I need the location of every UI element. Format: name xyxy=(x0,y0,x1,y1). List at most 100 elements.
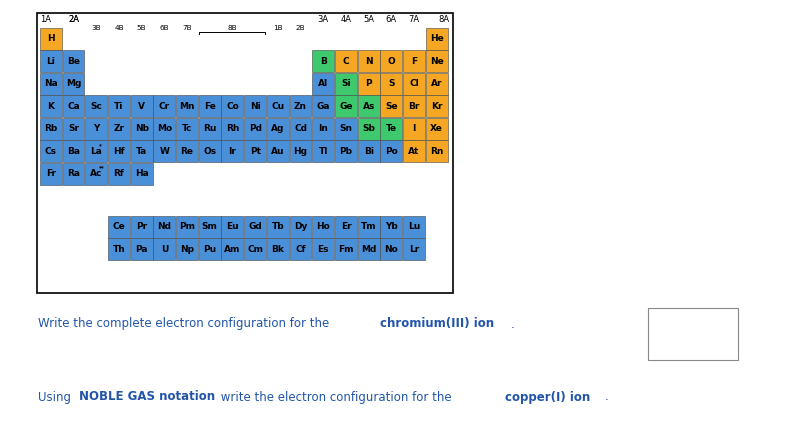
Text: Ru: Ru xyxy=(203,124,216,133)
Text: Cf: Cf xyxy=(295,245,305,254)
Text: copper(I) ion: copper(I) ion xyxy=(504,391,589,403)
Text: Re: Re xyxy=(181,147,194,156)
Bar xyxy=(176,238,198,260)
Text: Pm: Pm xyxy=(179,222,195,231)
Bar xyxy=(426,95,447,117)
Text: Zr: Zr xyxy=(113,124,124,133)
Text: 4B: 4B xyxy=(114,25,124,31)
Text: Fm: Fm xyxy=(338,245,353,254)
Text: Cs: Cs xyxy=(45,147,57,156)
Text: Cd: Cd xyxy=(294,124,307,133)
Text: Pr: Pr xyxy=(136,222,147,231)
Bar xyxy=(357,118,379,140)
Bar xyxy=(63,118,84,140)
Bar xyxy=(312,118,334,140)
Text: Gd: Gd xyxy=(248,222,262,231)
Text: 2B: 2B xyxy=(296,25,305,31)
Text: 5B: 5B xyxy=(137,25,146,31)
Bar xyxy=(402,238,425,260)
Text: Te: Te xyxy=(385,124,397,133)
Bar xyxy=(380,51,402,72)
Text: Ni: Ni xyxy=(250,102,260,111)
Text: Pb: Pb xyxy=(339,147,352,156)
Text: **: ** xyxy=(99,165,105,171)
Bar xyxy=(312,216,334,238)
Text: Br: Br xyxy=(408,102,419,111)
Text: 3B: 3B xyxy=(92,25,101,31)
Text: Ta: Ta xyxy=(136,147,147,156)
Text: Sr: Sr xyxy=(68,124,79,133)
Text: Be: Be xyxy=(67,57,80,66)
Bar xyxy=(244,238,266,260)
Text: Cl: Cl xyxy=(409,79,418,88)
Bar xyxy=(335,216,357,238)
Text: Ce: Ce xyxy=(112,222,125,231)
Text: Ga: Ga xyxy=(316,102,329,111)
Text: Ne: Ne xyxy=(430,57,443,66)
Text: Pa: Pa xyxy=(135,245,148,254)
Bar xyxy=(289,216,311,238)
Text: Li: Li xyxy=(47,57,55,66)
Bar xyxy=(426,51,447,72)
Text: Sm: Sm xyxy=(202,222,218,231)
Bar xyxy=(244,140,266,162)
Bar xyxy=(85,118,107,140)
Text: 5A: 5A xyxy=(363,15,373,24)
Text: I: I xyxy=(412,124,415,133)
Text: Sc: Sc xyxy=(90,102,102,111)
Bar xyxy=(312,238,334,260)
Text: S: S xyxy=(388,79,394,88)
Bar xyxy=(40,28,62,50)
Bar xyxy=(176,216,198,238)
Text: *: * xyxy=(99,143,102,148)
Text: Tm: Tm xyxy=(361,222,376,231)
Bar xyxy=(357,73,379,95)
Bar xyxy=(40,140,62,162)
Bar xyxy=(647,308,737,360)
Text: Write the complete electron configuration for the: Write the complete electron configuratio… xyxy=(38,318,332,330)
Text: Rf: Rf xyxy=(113,169,124,178)
Text: K: K xyxy=(47,102,55,111)
Text: Po: Po xyxy=(385,147,397,156)
Bar xyxy=(63,51,84,72)
Bar xyxy=(108,163,130,184)
Text: Bk: Bk xyxy=(271,245,284,254)
Text: 7A: 7A xyxy=(408,15,419,24)
Bar xyxy=(426,118,447,140)
Text: NOBLE GAS notation: NOBLE GAS notation xyxy=(79,391,215,403)
Text: In: In xyxy=(318,124,328,133)
Bar xyxy=(176,95,198,117)
Bar xyxy=(402,118,425,140)
Text: Er: Er xyxy=(340,222,351,231)
Text: Fe: Fe xyxy=(203,102,215,111)
Bar xyxy=(108,140,130,162)
Bar xyxy=(335,118,357,140)
Text: Na: Na xyxy=(44,79,58,88)
Text: Mg: Mg xyxy=(66,79,81,88)
Text: Eu: Eu xyxy=(226,222,238,231)
Bar xyxy=(312,95,334,117)
Text: Ac: Ac xyxy=(90,169,102,178)
Bar xyxy=(267,238,288,260)
Text: Pt: Pt xyxy=(250,147,260,156)
Bar xyxy=(312,51,334,72)
Bar xyxy=(335,95,357,117)
Bar xyxy=(153,216,175,238)
Text: Ag: Ag xyxy=(271,124,284,133)
Text: B: B xyxy=(320,57,326,66)
Text: Mn: Mn xyxy=(179,102,194,111)
Text: Zn: Zn xyxy=(294,102,307,111)
Text: 4A: 4A xyxy=(340,15,351,24)
Text: Dy: Dy xyxy=(294,222,307,231)
Bar xyxy=(335,238,357,260)
Bar xyxy=(153,140,175,162)
Text: Se: Se xyxy=(385,102,397,111)
Bar xyxy=(108,95,130,117)
Text: write the electron configuration for the: write the electron configuration for the xyxy=(217,391,455,403)
Text: Hf: Hf xyxy=(113,147,124,156)
Bar xyxy=(380,95,402,117)
Bar xyxy=(221,238,243,260)
Bar xyxy=(289,95,311,117)
Bar xyxy=(85,163,107,184)
Bar xyxy=(357,216,379,238)
